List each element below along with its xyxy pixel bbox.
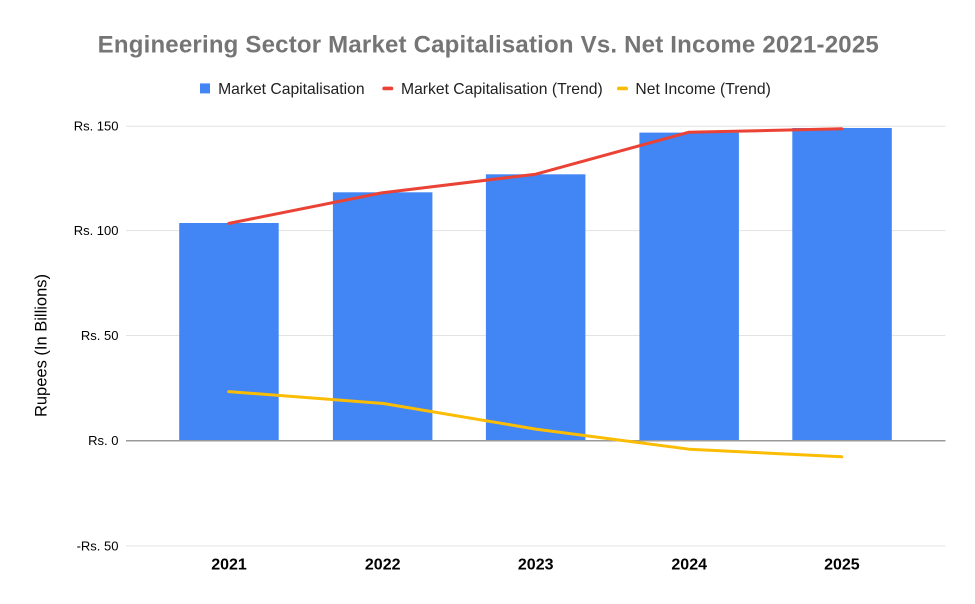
svg-text:Rs. 150: Rs. 150 [74, 119, 119, 134]
svg-text:2021: 2021 [211, 557, 247, 574]
svg-text:Rupees (In Billions): Rupees (In Billions) [33, 274, 51, 417]
svg-text:2022: 2022 [365, 557, 401, 574]
svg-text:Rs. 0: Rs. 0 [88, 433, 118, 448]
svg-text:Market Capitalisation (Trend): Market Capitalisation (Trend) [401, 81, 603, 98]
svg-text:2024: 2024 [671, 557, 707, 574]
svg-text:2025: 2025 [824, 557, 860, 574]
svg-text:Market Capitalisation: Market Capitalisation [218, 81, 364, 98]
svg-text:-Rs. 50: -Rs. 50 [77, 538, 119, 553]
svg-text:Engineering Sector Market Capi: Engineering Sector Market Capitalisation… [98, 32, 879, 59]
svg-text:Rs. 100: Rs. 100 [74, 223, 119, 238]
svg-text:Rs. 50: Rs. 50 [81, 328, 119, 343]
svg-text:Net Income (Trend): Net Income (Trend) [635, 81, 770, 98]
svg-text:2023: 2023 [518, 557, 554, 574]
